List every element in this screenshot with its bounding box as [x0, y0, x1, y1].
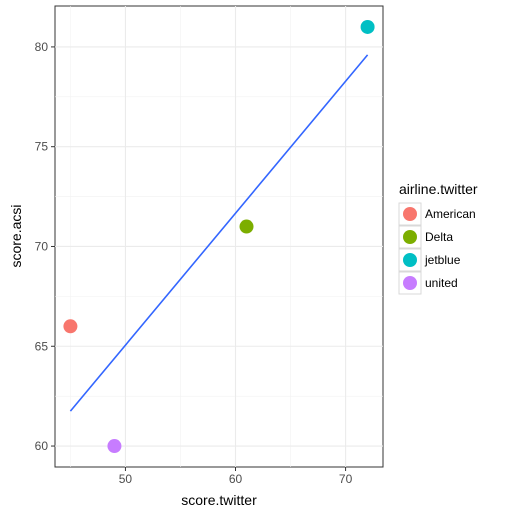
y-axis-title: score.acsi: [8, 204, 24, 267]
trend-line-layer: [69, 54, 369, 412]
x-tick-label: 60: [229, 472, 243, 486]
y-tick-label: 70: [35, 239, 49, 253]
points-layer: [63, 19, 375, 454]
legend-key-delta: [403, 230, 417, 244]
y-tick-label: 60: [35, 439, 49, 453]
x-tick-label: 70: [339, 472, 353, 486]
legend-label-american: American: [425, 207, 476, 221]
data-point-jetblue: [360, 19, 375, 34]
legend-key-american: [403, 207, 417, 221]
legend-key-united: [403, 276, 417, 290]
y-tick-label: 75: [35, 140, 49, 154]
x-tick-label: 50: [119, 472, 133, 486]
y-tick-label: 80: [35, 40, 49, 54]
legend-title: airline.twitter: [399, 181, 478, 197]
x-axis-title: score.twitter: [181, 492, 257, 508]
axes: 50 60 70 60 65 70 75 80: [35, 40, 353, 486]
y-tick-label: 65: [35, 339, 49, 353]
legend: airline.twitter American Delta jetblue unit…: [398, 181, 478, 295]
legend-label-jetblue: jetblue: [424, 253, 461, 267]
legend-key-jetblue: [403, 253, 417, 267]
data-point-united: [107, 439, 122, 454]
legend-label-delta: Delta: [425, 230, 453, 244]
plot-panel: [54, 5, 384, 468]
legend-label-united: united: [425, 276, 458, 290]
regression-line: [69, 54, 369, 412]
data-point-delta: [239, 219, 254, 234]
minor-gridlines: [55, 6, 383, 467]
data-point-american: [63, 319, 78, 334]
